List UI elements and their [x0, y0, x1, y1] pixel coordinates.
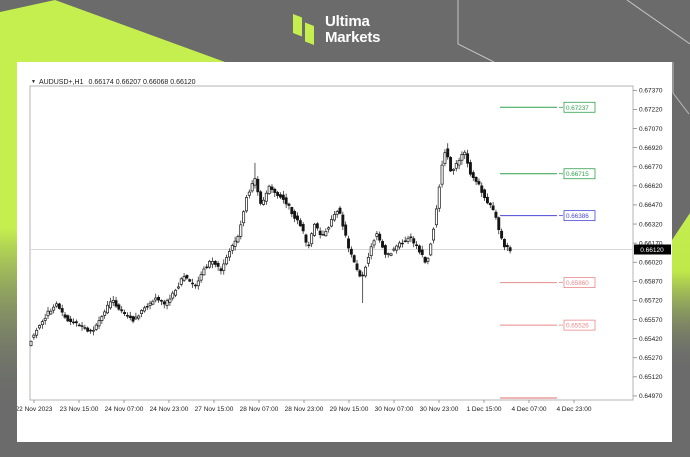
level-label: 0.65860 — [566, 280, 589, 287]
level-label-box — [563, 319, 596, 331]
current-price-value: 0.66120 — [640, 247, 664, 254]
current-price-box — [634, 244, 671, 255]
brand-name-line1: Ultima — [325, 13, 370, 30]
level-label-box — [563, 277, 596, 289]
chart-panel: ▼ AUDUSD+,H1 0.66174 0.66207 0.66068 0.661… — [17, 62, 672, 442]
green-strip-right — [672, 213, 690, 380]
plot-frame — [29, 85, 634, 401]
green-wedge-top-left — [0, 0, 225, 62]
x-axis-label: 24 Nov 23:00 — [150, 406, 189, 413]
y-axis-label: 0.66470 — [639, 202, 663, 209]
chart-symbol-title[interactable]: ▼ AUDUSD+,H1 0.66174 0.66207 0.66068 0.661… — [31, 79, 196, 86]
y-axis-label: 0.65720 — [639, 298, 663, 305]
x-axis-label: 22 Nov 2023 — [17, 406, 53, 413]
brand-name-line2: Markets — [325, 29, 381, 46]
candlestick-chart-canvas[interactable]: 0.67370 0.67220 0.67070 0.66920 0.66770 0.666… — [17, 62, 672, 442]
y-axis-label: 0.65270 — [639, 355, 663, 362]
y-axis-label: 0.66920 — [639, 145, 663, 152]
brand-name: Ultima Markets — [325, 13, 380, 46]
x-axis-label: 1 Dec 15:00 — [466, 406, 501, 413]
y-axis-label: 0.66770 — [639, 164, 663, 171]
brand-logo: Ultima Markets — [292, 13, 380, 49]
hexagon-outline-right-icon — [626, 0, 690, 45]
x-axis-label: 24 Nov 07:00 — [105, 406, 144, 413]
y-axis-label: 0.67370 — [639, 88, 663, 95]
hexagon-outline-margin-icon — [672, 62, 690, 115]
ohlc-values-label: 0.66174 0.66207 0.66068 0.66120 — [88, 79, 196, 86]
level-label: 0.66715 — [566, 171, 589, 178]
y-axis-label: 0.65420 — [639, 336, 663, 343]
ultima-bars-icon — [293, 14, 314, 45]
hexagon-outline-icon — [457, 0, 495, 63]
level-label-box — [563, 168, 596, 180]
symbol-timeframe-label: AUDUSD+,H1 — [38, 79, 84, 86]
y-axis-label: 0.67070 — [639, 126, 663, 133]
x-axis-label: 29 Nov 15:00 — [330, 406, 369, 413]
x-axis-label: 27 Nov 15:00 — [195, 406, 234, 413]
y-axis-label: 0.65570 — [639, 317, 663, 324]
level-label-box — [563, 101, 596, 113]
candle-series — [29, 143, 512, 347]
x-axis-label: 4 Dec 23:00 — [556, 406, 591, 413]
level-label: 0.65526 — [566, 323, 589, 330]
y-axis-label: 0.66620 — [639, 183, 663, 190]
y-axis-label: 0.65870 — [639, 279, 663, 286]
y-axis-label: 0.65120 — [639, 374, 663, 381]
y-axis-label: 0.66170 — [639, 240, 663, 247]
y-axis-label: 0.66020 — [639, 260, 663, 267]
green-strip-left — [0, 62, 17, 457]
y-axis-label: 0.66320 — [639, 221, 663, 228]
level-label: 0.66386 — [566, 213, 589, 220]
x-axis-label: 4 Dec 07:00 — [511, 406, 546, 413]
x-axis-label: 28 Nov 23:00 — [285, 406, 324, 413]
x-axis-label: 30 Nov 23:00 — [420, 406, 459, 413]
x-axis-label: 28 Nov 07:00 — [240, 406, 279, 413]
y-axis-label: 0.64970 — [639, 393, 663, 400]
x-axis-label: 30 Nov 07:00 — [375, 406, 414, 413]
level-label-box — [563, 210, 596, 222]
chevron-down-icon[interactable]: ▼ — [31, 79, 36, 85]
level-label: 0.67237 — [566, 105, 589, 112]
y-axis-label: 0.67220 — [639, 107, 663, 114]
x-axis-label: 23 Nov 15:00 — [60, 406, 99, 413]
